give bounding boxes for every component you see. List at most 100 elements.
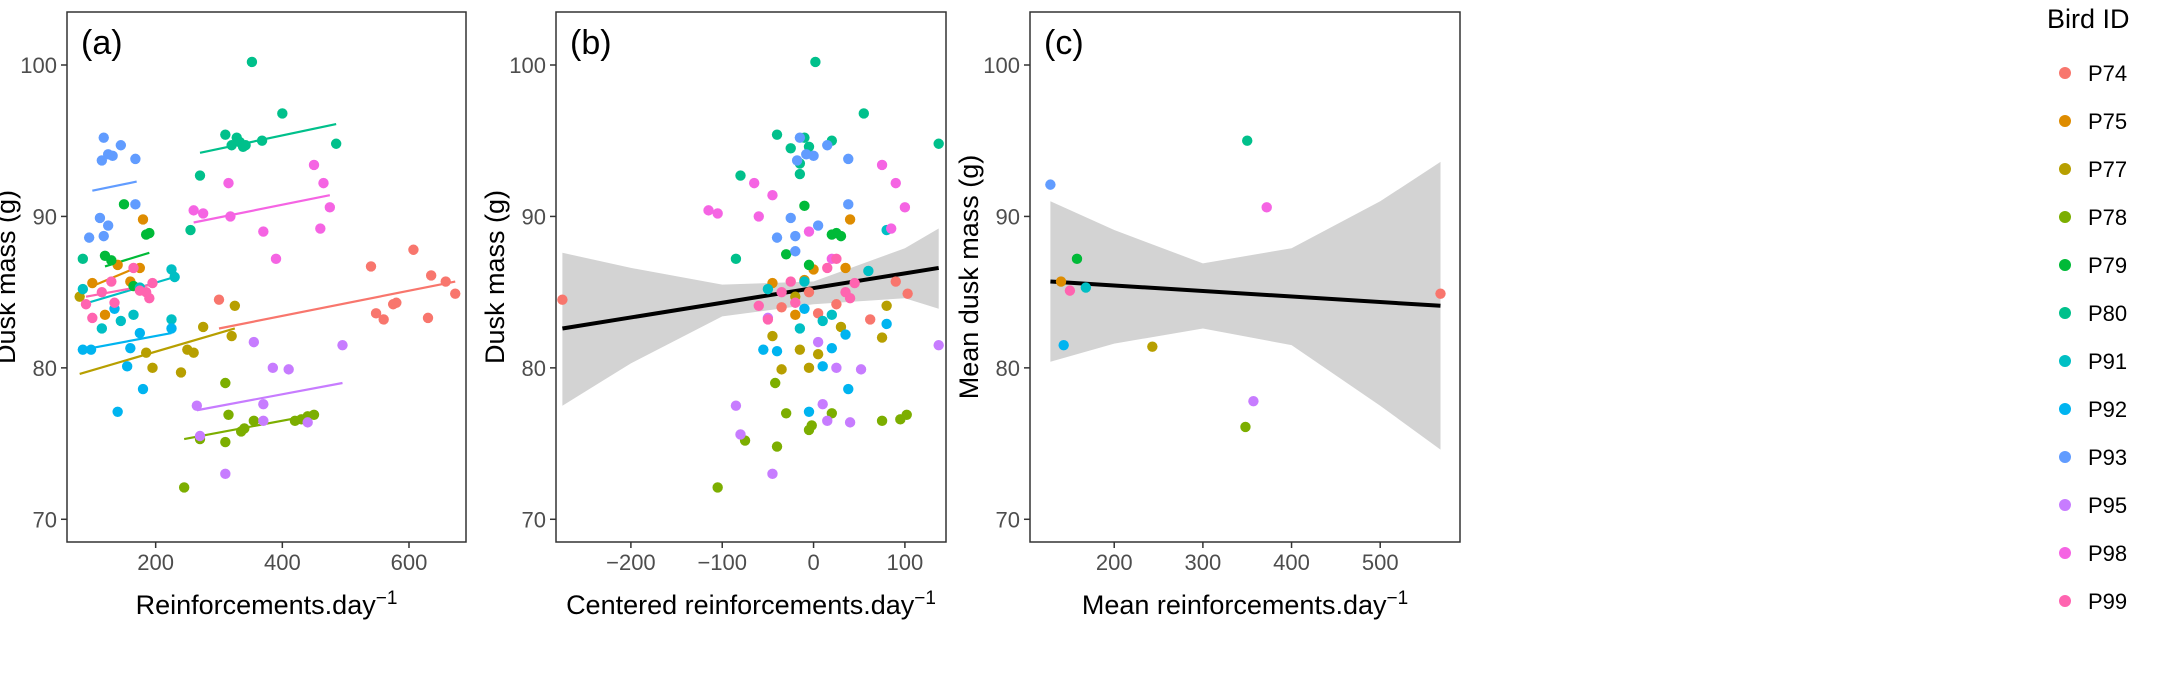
panel-c-x-axis-title-text: Mean reinforcements.day	[1082, 590, 1387, 620]
panel-b-point-p80	[810, 56, 821, 68]
panel-b-point-p99	[831, 253, 842, 265]
panel-b-point-p92	[843, 383, 854, 395]
panel-c-point-p92	[1058, 339, 1069, 351]
panel-a-point-p93	[115, 140, 127, 151]
panel-a-point-p95	[258, 399, 269, 410]
panel-a-point-p95	[267, 362, 279, 374]
panel-a-point-p92	[134, 327, 146, 339]
panel-b-point-p74	[902, 288, 913, 299]
panel-b-y-tick-label: 90	[522, 204, 546, 229]
panel-a: 200 400 600 70 80 90 100 (a) Reinforcements.da…	[0, 11, 467, 620]
panel-a-point-p91	[115, 315, 127, 327]
legend-key-p77	[2059, 163, 2071, 175]
panel-a-x-axis-title-text: Reinforcements.day	[136, 590, 377, 620]
panel-b-point-p93	[785, 212, 796, 224]
panel-b-point-p74	[890, 276, 901, 287]
panel-b-point-p92	[840, 329, 851, 340]
panel-a-point-p78	[178, 482, 190, 493]
legend-key-p93	[2059, 451, 2071, 463]
panel-b-x-tick-label: 100	[887, 550, 924, 575]
panel-b-point-p77	[776, 364, 787, 375]
panel-b-point-p77	[803, 362, 815, 374]
panel-a-fit-line-p95	[196, 381, 343, 412]
panel-b-point-p78	[712, 482, 723, 493]
panel-b-point-p77	[835, 321, 847, 333]
legend-key-p95	[2059, 499, 2071, 511]
panel-b-point-p98	[703, 205, 714, 216]
panel-a-point-p80	[77, 253, 89, 265]
panel-c-y-tick-label: 80	[996, 356, 1020, 381]
legend-label-p91: P91	[2088, 349, 2127, 374]
panel-c-point-p98	[1261, 202, 1272, 213]
panel-a-point-p75	[87, 277, 98, 289]
panel-a-x-tick-label: 400	[264, 550, 301, 575]
legend-label-p79: P79	[2088, 253, 2127, 278]
panel-a-point-p99	[87, 312, 98, 324]
panel-b-point-p93	[791, 155, 803, 166]
panel-b-point-p92	[799, 303, 810, 314]
panel-a-label: (a)	[81, 24, 123, 62]
panel-a-point-p74	[408, 244, 419, 255]
panel-b-point-p98	[803, 226, 815, 237]
panel-c-axis-ticks: 200 300 400 500 70 80 90 100	[983, 53, 1398, 575]
panel-c-point-p99	[1064, 285, 1076, 296]
legend: Bird ID P74 P75 P77 P78 P79 P80 P91 P92 P93 P95 P9…	[2047, 4, 2130, 614]
panel-a-fit-line-p74	[218, 280, 456, 330]
legend-label-p75: P75	[2088, 109, 2127, 134]
panel-b-point-p91	[817, 315, 828, 327]
panel-b-point-p95	[730, 400, 742, 411]
panel-b-point-p79	[803, 259, 815, 271]
panel-a-point-p95	[248, 336, 260, 348]
panel-b-point-p99	[753, 300, 764, 311]
panel-a-point-p79	[106, 255, 117, 266]
panel-a-point-p77	[147, 362, 158, 374]
panel-a-point-p95	[337, 339, 348, 351]
panel-b-x-axis-title-text: Centered reinforcements.day	[566, 590, 915, 620]
panel-a-axis-ticks: 200 400 600 70 80 90 100	[20, 53, 427, 575]
panel-a-point-p80	[194, 170, 206, 181]
panel-b-point-p98	[876, 159, 888, 171]
panel-b-point-p92	[803, 406, 815, 417]
panel-a-point-p91	[77, 283, 89, 295]
panel-b-fit-layer	[562, 265, 940, 331]
panel-b-point-p78	[771, 441, 783, 452]
panel-a-point-p80	[185, 224, 196, 236]
panel-b-point-layer	[557, 56, 944, 493]
panel-a-point-p92	[112, 406, 123, 417]
panel-a-point-p78	[239, 423, 250, 434]
legend-title: Bird ID	[2047, 4, 2130, 34]
panel-c-point-p91	[1080, 282, 1092, 293]
panel-a-fit-line-p80	[199, 122, 337, 154]
legend-key-p92	[2059, 403, 2071, 415]
panel-b-point-p92	[758, 344, 769, 355]
panel-b-point-p95	[767, 468, 778, 480]
panel-a-point-p80	[256, 135, 268, 146]
panel-b-point-p95	[817, 399, 828, 410]
panel-a-point-p74	[365, 261, 377, 272]
panel-a-point-p99	[147, 277, 158, 289]
panel-b-border	[555, 11, 947, 543]
legend-key-p91	[2059, 355, 2071, 367]
panel-b-x-tick-label: 0	[807, 550, 819, 575]
panel-b: −200 −100 0 100 70 80 90 100 (b) Centered reinf…	[480, 11, 947, 620]
panel-a-x-tick-label: 200	[137, 550, 174, 575]
panel-a-point-p74	[440, 276, 451, 287]
panel-c-point-p77	[1147, 341, 1158, 352]
panel-a-fit-line-p92	[82, 331, 172, 351]
panel-a-point-p92	[85, 344, 97, 355]
panel-a-point-p75	[99, 309, 111, 321]
panel-b-point-p74	[812, 308, 824, 319]
panel-b-axis-ticks: −200 −100 0 100 70 80 90 100	[509, 53, 923, 575]
panel-a-y-axis-title: Dusk mass (g)	[0, 190, 21, 364]
panel-a-point-p98	[308, 159, 320, 171]
panel-a-point-p98	[225, 211, 236, 222]
panel-a-point-p93	[83, 232, 95, 243]
panel-a-point-p92	[77, 344, 89, 355]
panel-a-point-p75	[137, 214, 149, 225]
panel-b-point-p98	[890, 177, 901, 189]
panel-a-point-p91	[128, 309, 139, 321]
panel-b-y-tick-label: 100	[509, 53, 546, 78]
panel-a-point-p78	[220, 436, 231, 448]
legend-label-p93: P93	[2088, 445, 2127, 470]
